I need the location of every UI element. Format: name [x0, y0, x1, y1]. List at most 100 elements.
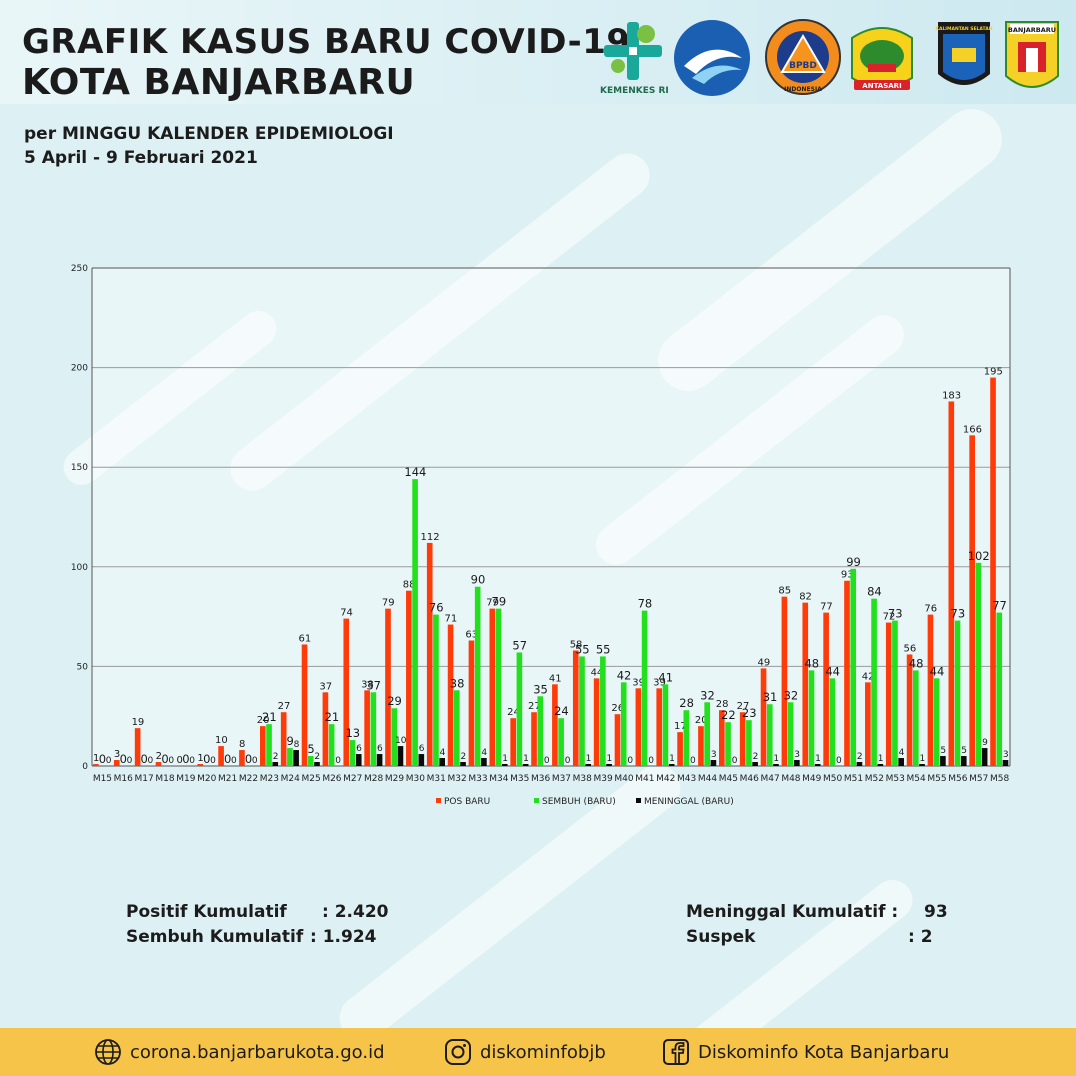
stat-positif: Positif Kumulatif: 2.420 [126, 902, 389, 922]
bar-meninggal-baru [940, 756, 946, 766]
x-tick-label: M43 [677, 774, 696, 784]
stat-meninggal-label: Meninggal Kumulatif : [686, 902, 899, 922]
data-label: 19 [132, 717, 145, 728]
x-tick-label: M30 [406, 774, 425, 784]
x-tick-label: M51 [844, 774, 863, 784]
data-label: 0 [224, 752, 231, 766]
data-label: 183 [942, 390, 961, 401]
bar-pos-baru [218, 746, 224, 766]
x-tick-label: M17 [135, 774, 154, 784]
data-label: 63 [465, 630, 478, 641]
bar-sembuh-baru [808, 670, 815, 766]
data-label: 13 [345, 726, 360, 740]
bar-sembuh-baru [725, 722, 731, 766]
data-label: 41 [658, 670, 673, 684]
bar-sembuh-baru [412, 479, 418, 766]
bar-meninggal-baru [606, 764, 612, 766]
data-label: 21 [325, 710, 340, 724]
data-label: 0 [690, 756, 696, 766]
partner-logos: KEMENKES RI BPBD INDONESIA ANTASARI KALI… [600, 18, 1070, 102]
bar-meninggal-baru [585, 764, 592, 766]
y-tick-label: 150 [71, 463, 88, 473]
stat-meninggal-value: 93 [924, 902, 948, 922]
kominfo-logo [674, 20, 750, 96]
footer-website[interactable]: corona.banjarbarukota.go.id [94, 1038, 385, 1066]
data-label: 41 [549, 673, 562, 684]
data-label: 58 [570, 639, 583, 650]
stat-suspek-label: Suspek [686, 927, 756, 947]
data-label: 93 [841, 570, 854, 581]
data-label: 48 [804, 656, 819, 670]
data-label: 24 [507, 707, 520, 718]
bar-meninggal-baru [981, 748, 988, 766]
bar-sembuh-baru [579, 656, 585, 766]
data-label: 10 [215, 735, 228, 746]
footer-facebook[interactable]: Diskominfo Kota Banjarbaru [662, 1038, 949, 1066]
x-tick-label: M55 [927, 774, 946, 784]
bar-pos-baru [927, 614, 934, 766]
antasari-text: ANTASARI [862, 82, 901, 90]
data-label: 55 [596, 642, 611, 656]
bar-pos-baru [322, 692, 329, 766]
bar-pos-baru [239, 750, 245, 766]
banjarbaru-logo: BANJARBARU [1005, 21, 1059, 88]
x-tick-label: M38 [573, 774, 592, 784]
bar-pos-baru [593, 678, 600, 766]
bar-pos-baru [948, 401, 955, 766]
bar-pos-baru [906, 654, 913, 766]
data-label: 24 [554, 704, 569, 718]
data-label: 6 [377, 744, 383, 754]
data-label: 37 [366, 678, 381, 692]
stat-sembuh: Sembuh Kumulatif: 1.924 [126, 927, 377, 947]
data-label: 82 [799, 592, 812, 603]
bar-pos-baru [447, 624, 454, 766]
title-line-1: GRAFIK KASUS BARU COVID-19 [22, 22, 631, 62]
bar-sembuh-baru [600, 656, 606, 766]
subtitle-line-1: per MINGGU KALENDER EPIDEMIOLOGI [24, 124, 394, 144]
x-tick-label: M19 [176, 774, 195, 784]
bar-pos-baru [531, 712, 537, 766]
x-tick-label: M39 [594, 774, 613, 784]
bar-sembuh-baru [850, 568, 857, 766]
bar-sembuh-baru [912, 670, 919, 766]
bar-pos-baru [885, 622, 892, 766]
data-label: 10 [395, 736, 407, 746]
bar-sembuh-baru [829, 678, 836, 766]
x-tick-label: M58 [990, 774, 1009, 784]
x-tick-label: M32 [448, 774, 467, 784]
data-label: 3 [114, 749, 120, 760]
bar-meninggal-baru [314, 762, 320, 766]
footer-instagram[interactable]: diskominfobjb [444, 1038, 606, 1066]
bar-pos-baru [259, 726, 266, 766]
bar-pos-baru [990, 377, 996, 766]
x-tick-label: M18 [155, 774, 174, 784]
bar-pos-baru [718, 710, 725, 766]
bar-pos-baru [364, 690, 370, 766]
footer-facebook-text: Diskominfo Kota Banjarbaru [698, 1041, 950, 1063]
bar-pos-baru [635, 688, 642, 766]
subtitle-line-2: 5 April - 9 Februari 2021 [24, 148, 258, 168]
x-tick-label: M28 [364, 774, 383, 784]
legend-entry: SEMBUH (BARU) [542, 797, 616, 807]
data-label: 0 [140, 752, 147, 766]
data-label: 1 [523, 754, 529, 764]
data-label: 23 [742, 706, 757, 720]
bar-meninggal-baru [522, 764, 529, 766]
y-tick-label: 0 [82, 762, 88, 772]
bar-meninggal-baru [481, 758, 487, 766]
data-label: 1 [197, 753, 203, 764]
legend-swatch [436, 798, 441, 803]
bar-sembuh-baru [495, 608, 502, 766]
bar-sembuh-baru [787, 702, 794, 766]
data-label: 21 [262, 710, 277, 724]
x-tick-label: M23 [260, 774, 279, 784]
data-label: 0 [335, 756, 341, 766]
data-label: 44 [825, 664, 840, 678]
stat-sembuh-label: Sembuh Kumulatif [126, 927, 304, 947]
data-label: 1 [93, 753, 99, 764]
data-label: 42 [862, 671, 875, 682]
x-tick-label: M50 [823, 774, 842, 784]
data-label: 9 [982, 738, 988, 748]
bar-sembuh-baru [954, 620, 961, 766]
bpbd-text: BPBD [789, 61, 817, 71]
